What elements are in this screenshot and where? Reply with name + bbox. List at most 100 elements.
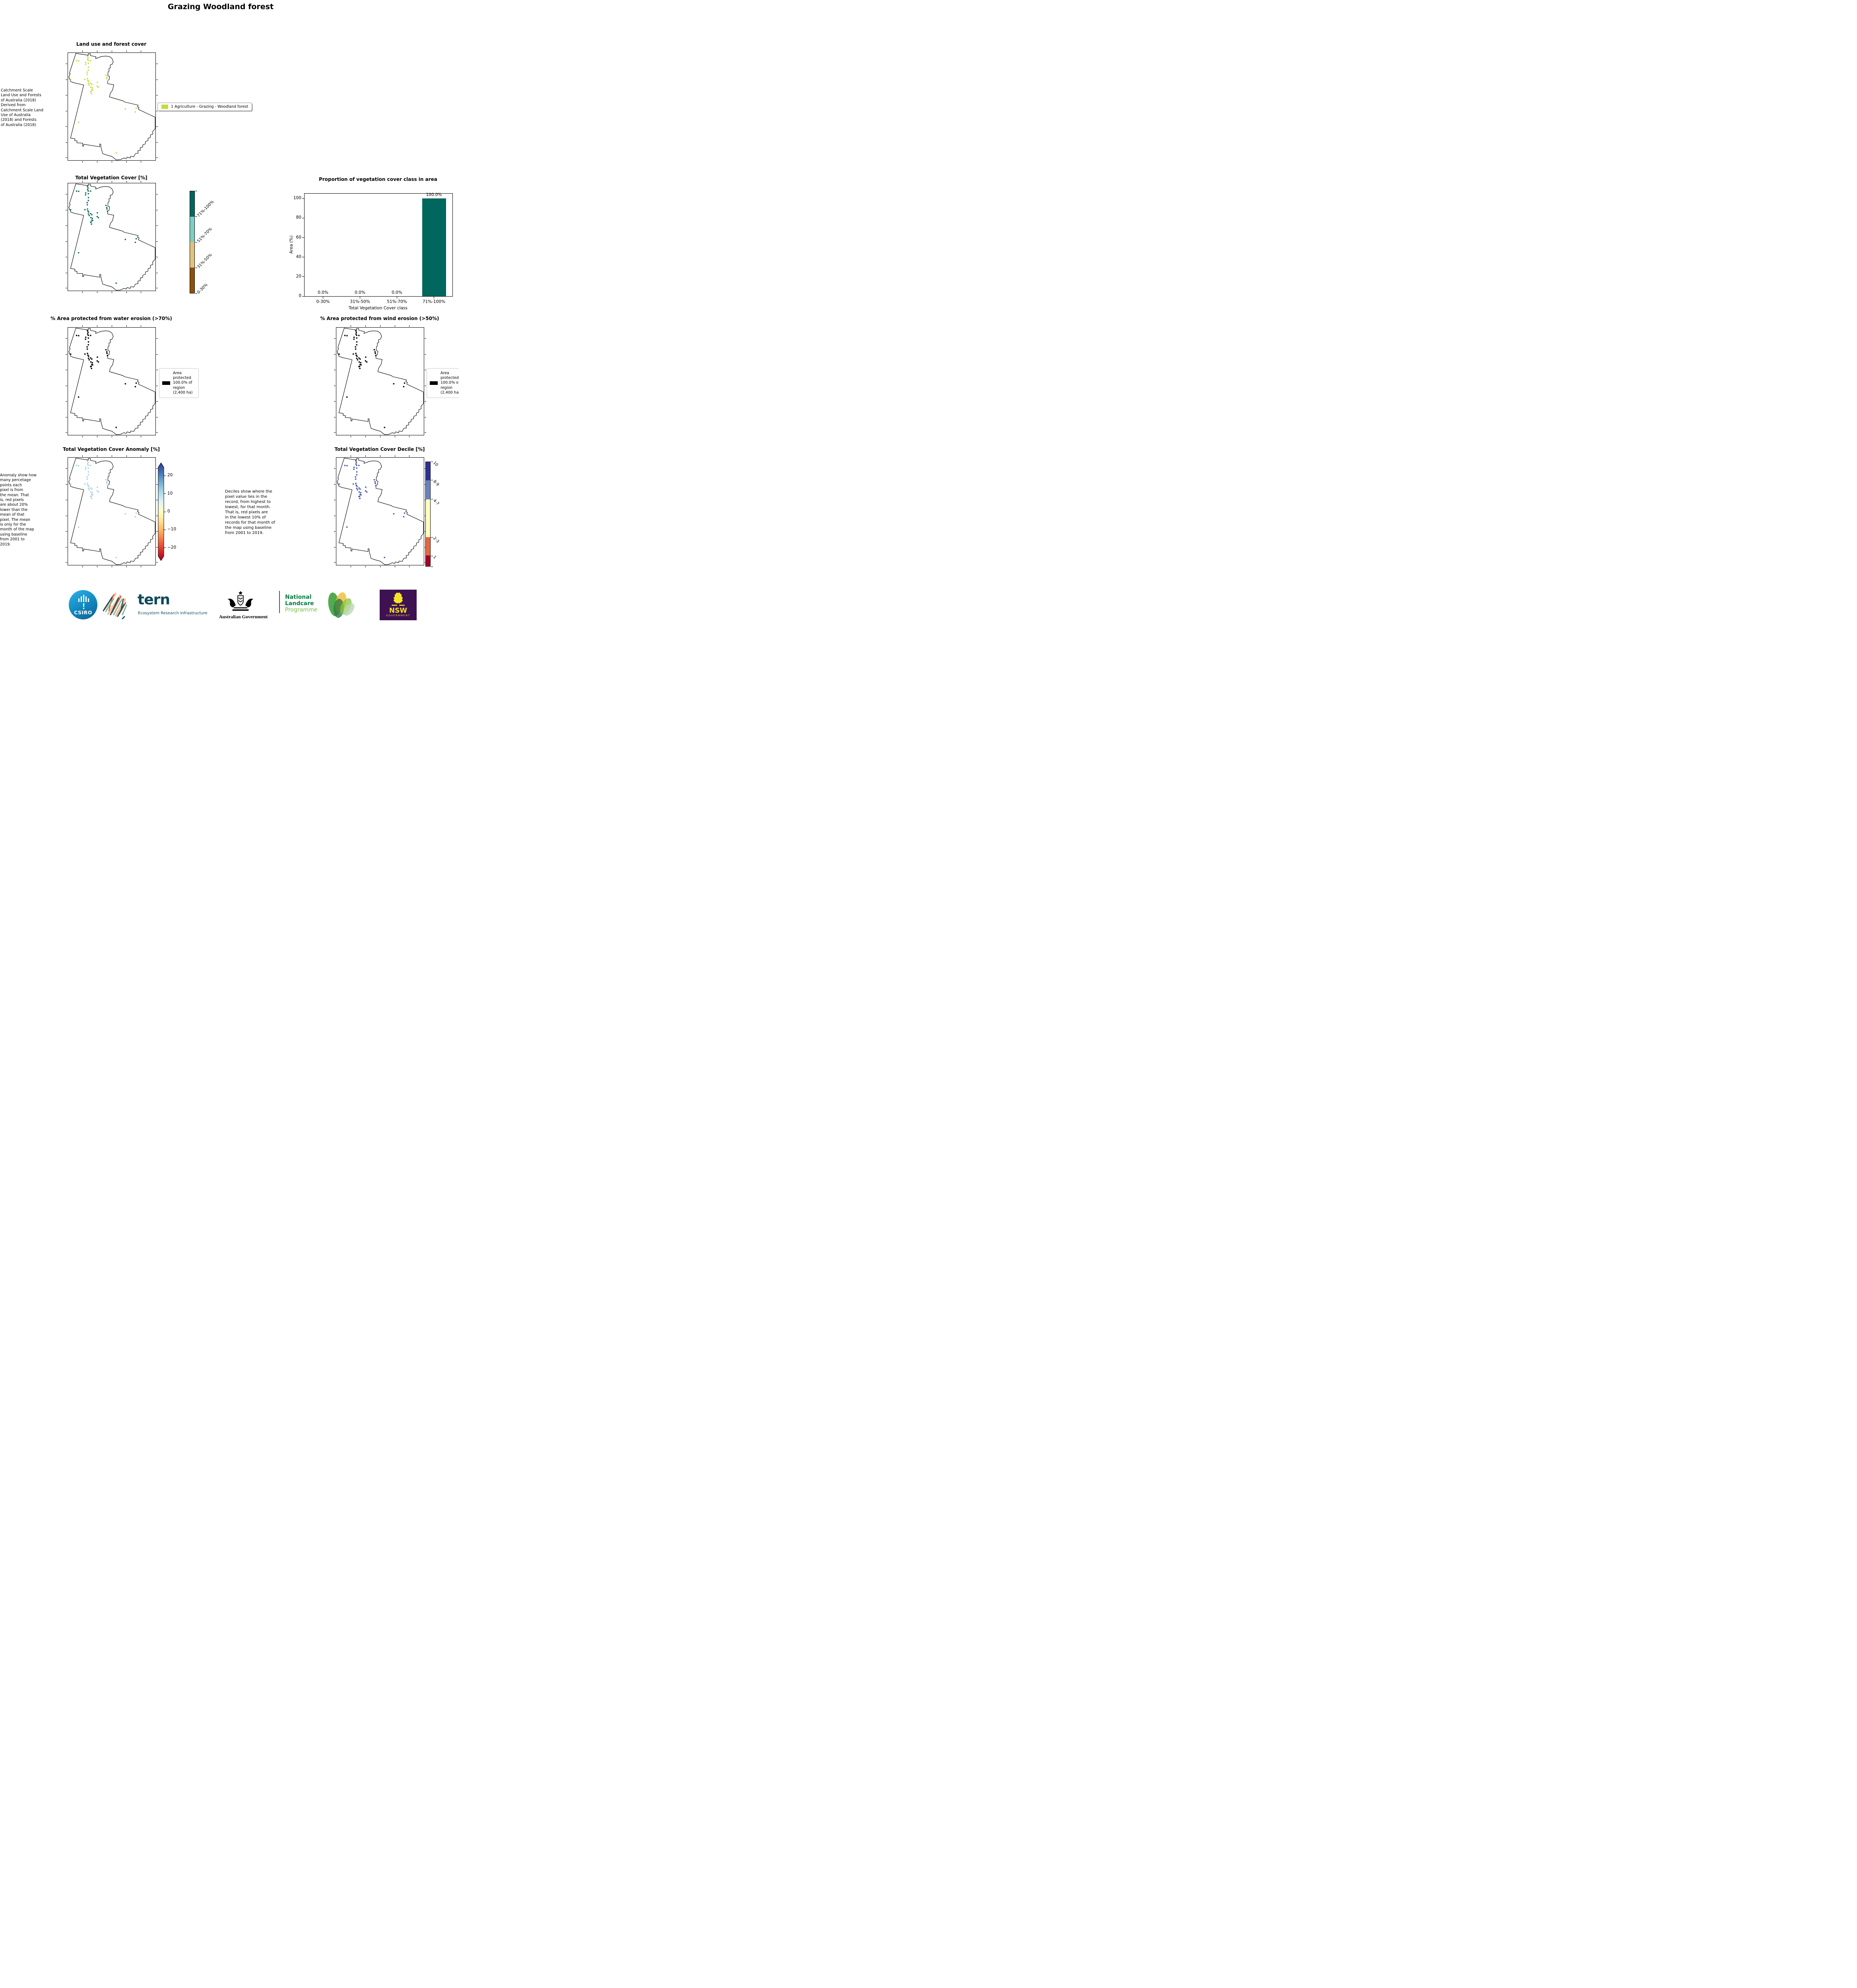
map-pixel bbox=[134, 386, 136, 388]
map-pixel bbox=[85, 64, 86, 65]
map-pixel bbox=[90, 361, 92, 363]
map-pixel bbox=[78, 190, 80, 192]
map-pixel bbox=[97, 491, 99, 493]
decile-colorbar-segment bbox=[426, 537, 430, 556]
nlp-line-national: National bbox=[285, 594, 312, 600]
map-pixel bbox=[124, 383, 126, 384]
map-pixel bbox=[365, 356, 367, 358]
map-pixel bbox=[91, 488, 93, 490]
decile-colorbar-label: 2-3 bbox=[432, 536, 440, 544]
anomaly-colorbar-label: −20 bbox=[167, 545, 177, 550]
map-pixel bbox=[353, 466, 355, 468]
map-pixel bbox=[87, 354, 89, 356]
axis-tick bbox=[126, 436, 127, 437]
map-pixel bbox=[134, 516, 136, 518]
axis-tick bbox=[334, 401, 336, 402]
axis-tick bbox=[82, 50, 83, 52]
anomaly-colorbar-label: 0 bbox=[167, 509, 170, 514]
veg-colorbar-label: 51%-70% bbox=[196, 227, 213, 244]
map-pixel bbox=[90, 190, 91, 192]
map-pixel bbox=[91, 223, 92, 225]
map-pixel bbox=[90, 86, 92, 88]
proportion-chart-xlabel: Total Vegetation Cover class bbox=[349, 306, 407, 311]
nsw-government-label: GOVERNMENT bbox=[386, 614, 411, 617]
map-pixel bbox=[358, 357, 360, 359]
map-pixel bbox=[91, 217, 93, 219]
map-pixel bbox=[85, 468, 86, 470]
map-pixel bbox=[115, 152, 117, 153]
landuse-legend-swatch bbox=[161, 105, 168, 109]
map-pixel bbox=[87, 467, 89, 469]
map-pixel bbox=[87, 460, 88, 462]
map-pixel bbox=[90, 91, 91, 93]
map-pixel bbox=[76, 60, 78, 62]
axis-tick bbox=[334, 338, 336, 339]
map-pixel bbox=[87, 186, 88, 187]
map-pixel bbox=[86, 202, 88, 204]
axis-tick bbox=[66, 354, 67, 355]
map-pixel bbox=[87, 190, 89, 192]
map-pixel bbox=[86, 74, 88, 75]
axis-tick bbox=[425, 432, 426, 433]
map-pixel bbox=[90, 487, 91, 489]
landuse-legend: 1 Agriculture - Grazing - Woodland fores… bbox=[157, 103, 252, 111]
map-pixel bbox=[87, 62, 89, 64]
veg-colorbar: 71%-100% 51%-70% 31%-50% 0-30% bbox=[190, 190, 215, 295]
map-pixel bbox=[375, 485, 377, 486]
anomaly-colorbar-label: −10 bbox=[167, 527, 177, 532]
veg-colorbar-segment bbox=[190, 191, 194, 217]
y-tick-label: 20 bbox=[296, 274, 301, 279]
bar-value-label: 0.0% bbox=[318, 290, 328, 295]
map-pixel bbox=[87, 464, 89, 466]
axis-tick bbox=[156, 468, 158, 469]
map-pixel bbox=[359, 367, 361, 369]
anomaly-explanation: Anomaly show how many percetage points e… bbox=[0, 473, 37, 547]
map-pixel bbox=[90, 217, 92, 219]
map-pixel bbox=[87, 462, 89, 463]
map-pixel bbox=[359, 497, 361, 499]
bar-value-label: 0.0% bbox=[392, 290, 402, 295]
axis-tick bbox=[82, 291, 83, 293]
map-pixel bbox=[85, 338, 86, 340]
axis-tick bbox=[66, 157, 67, 158]
landuse-panel-title: Land use and forest cover bbox=[76, 41, 147, 47]
veg-colorbar-segment bbox=[190, 242, 194, 268]
axis-tick bbox=[156, 157, 158, 158]
map-pixel bbox=[87, 80, 89, 82]
map-pixel bbox=[87, 83, 89, 84]
map-pixel bbox=[87, 474, 89, 476]
map-pixel bbox=[135, 238, 137, 240]
map-pixel bbox=[84, 78, 86, 80]
tern-subtitle: Ecosystem Research Infrastructure bbox=[138, 611, 208, 615]
map-pixel bbox=[76, 335, 78, 336]
map-pixel bbox=[358, 366, 360, 367]
map-pixel bbox=[78, 465, 80, 466]
map-pixel bbox=[365, 490, 367, 492]
decile-colorbar-label: 4-7 bbox=[432, 498, 440, 506]
map-pixel bbox=[105, 349, 107, 351]
nlp-line-landcare: Landcare bbox=[285, 600, 314, 607]
water-erosion-map-canvas bbox=[68, 328, 155, 435]
map-pixel bbox=[356, 344, 357, 346]
map-pixel bbox=[356, 355, 358, 357]
map-pixel bbox=[134, 241, 136, 243]
axis-tick bbox=[365, 566, 366, 567]
map-pixel bbox=[90, 221, 91, 223]
axis-tick bbox=[334, 354, 336, 355]
map-pixel bbox=[87, 69, 89, 71]
map-pixel bbox=[106, 78, 108, 80]
map-pixel bbox=[90, 465, 91, 466]
map-pixel bbox=[366, 361, 368, 363]
anomaly-colorbar-gradient bbox=[158, 462, 164, 561]
anomaly-title: Total Vegetation Cover Anomaly [%] bbox=[63, 447, 160, 452]
map-pixel bbox=[92, 220, 93, 221]
map-pixel bbox=[88, 489, 90, 491]
decile-colorbar-label: 8-9 bbox=[432, 479, 440, 487]
map-pixel bbox=[353, 483, 354, 485]
map-pixel bbox=[87, 187, 89, 189]
map-pixel bbox=[384, 557, 385, 558]
map-pixel bbox=[353, 353, 354, 355]
axis-tick bbox=[126, 325, 127, 327]
landuse-legend-label: 1 Agriculture - Grazing - Woodland fores… bbox=[171, 105, 248, 109]
axis-tick bbox=[156, 241, 158, 242]
